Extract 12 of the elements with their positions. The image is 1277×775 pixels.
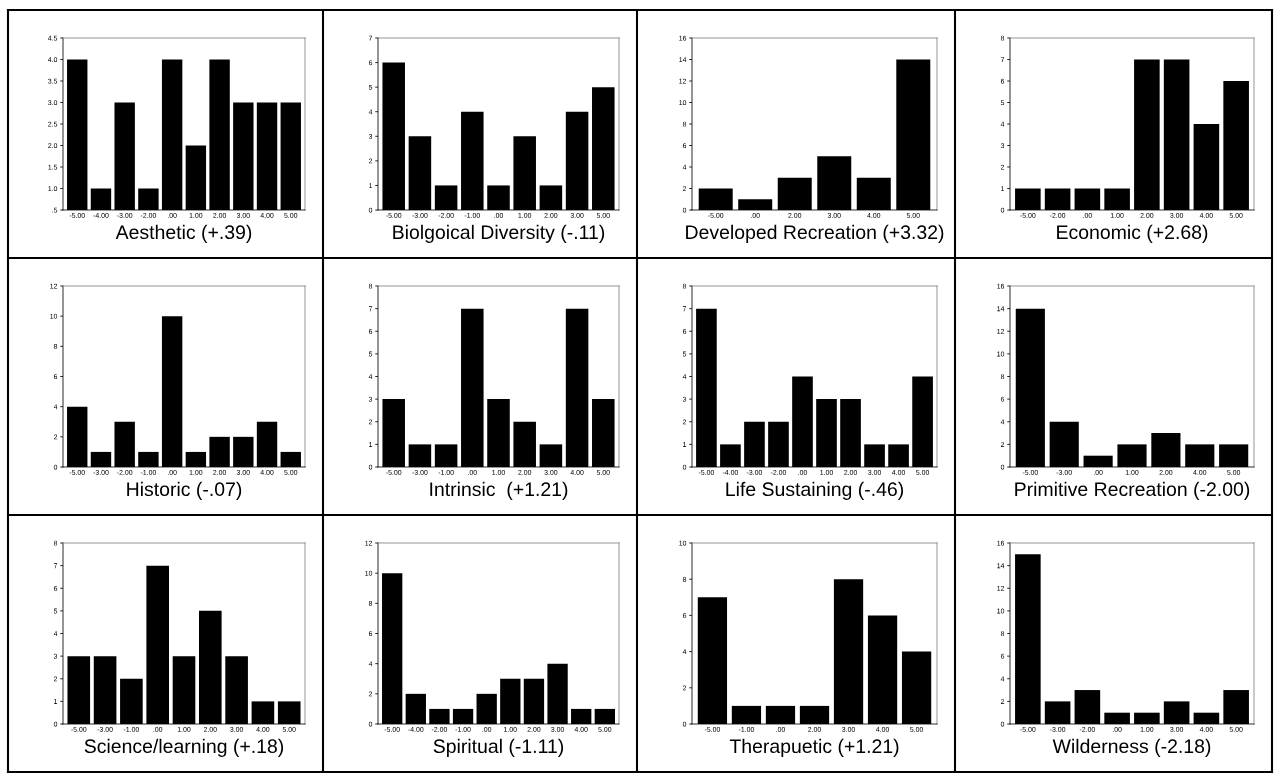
x-axis-title: Historic (-.07) bbox=[127, 481, 242, 500]
x-axis-title: Life Sustaining (-.46) bbox=[726, 481, 904, 500]
x-axis-title: Intrinsic (+1.21) bbox=[430, 481, 568, 500]
x-axis-title: Aesthetic (+.39) bbox=[115, 224, 252, 243]
x-axis-title: Primitive Recreation (-2.00) bbox=[1015, 481, 1250, 500]
x-axis-title: Science/learning (+.18) bbox=[84, 738, 284, 757]
x-axis-title: Biolgoical Diversity (-.11) bbox=[393, 224, 605, 243]
x-axis-title: Spiritual (-1.11) bbox=[433, 738, 564, 757]
x-axis-title: Developed Recreation (+3.32) bbox=[686, 224, 944, 243]
x-axis-title: Wilderness (-2.18) bbox=[1052, 738, 1211, 757]
x-axis-title: Economic (+2.68) bbox=[1057, 224, 1208, 243]
x-axis-title: Therapuetic (+1.21) bbox=[729, 738, 899, 757]
